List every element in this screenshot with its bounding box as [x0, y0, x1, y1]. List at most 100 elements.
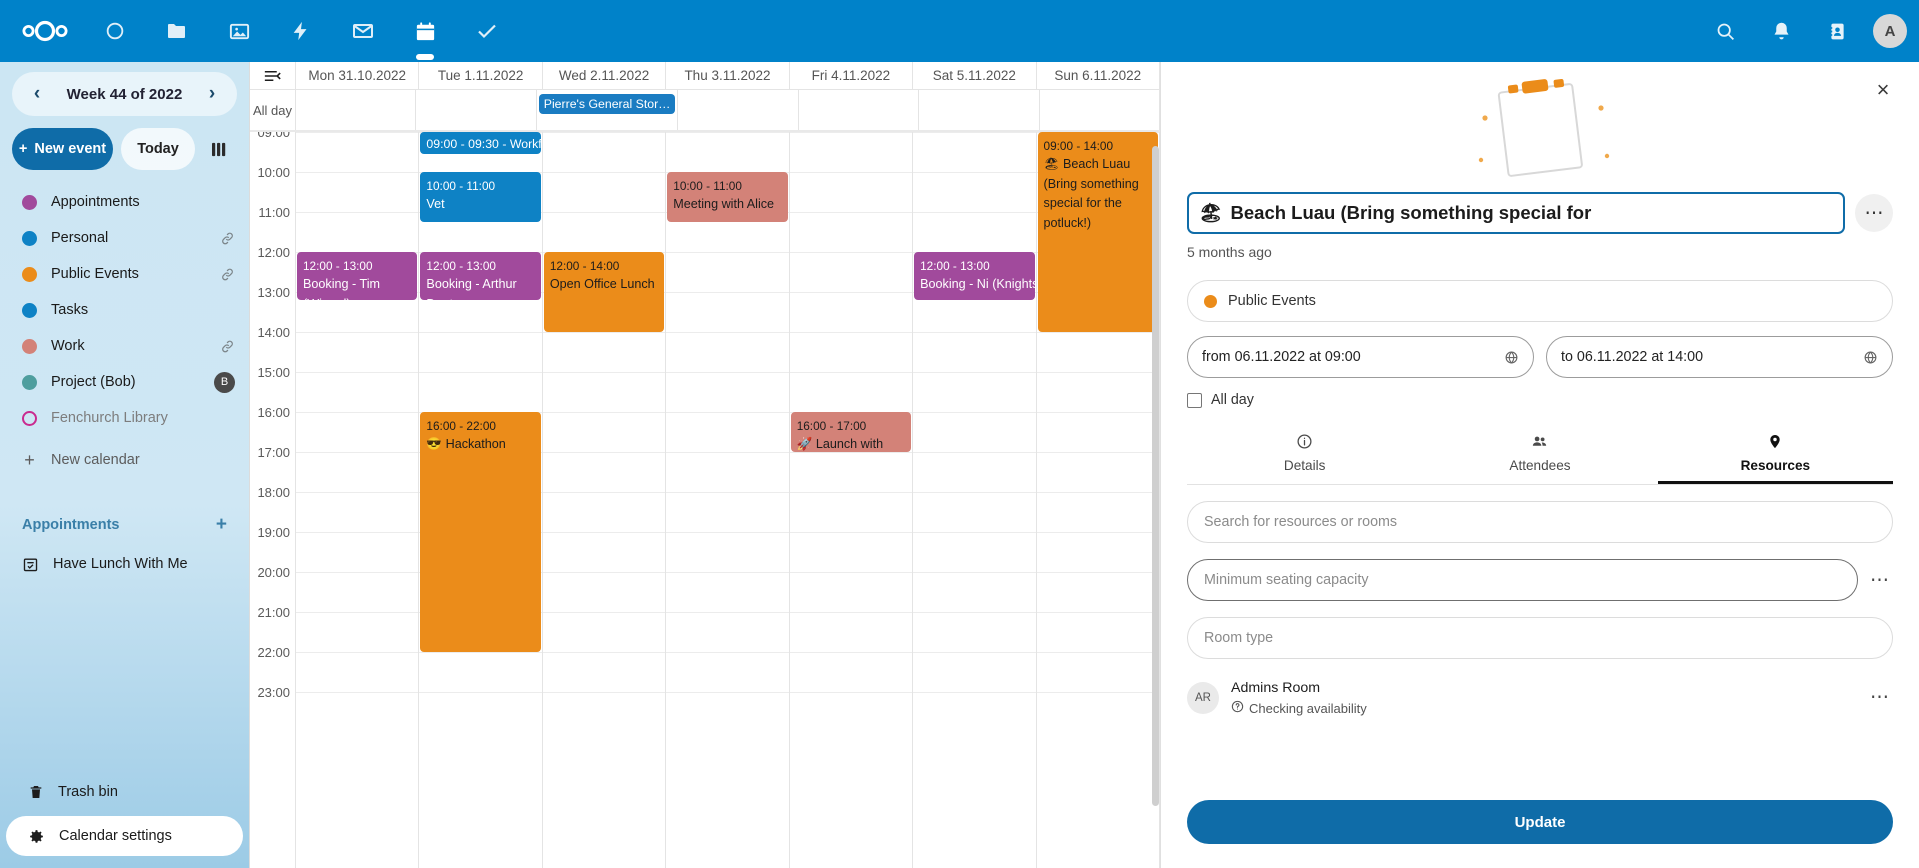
share-link-icon[interactable]: [220, 231, 235, 246]
all-day-cell-tue[interactable]: [416, 90, 537, 130]
share-link-icon[interactable]: [220, 339, 235, 354]
all-day-cell-sat[interactable]: [919, 90, 1040, 130]
day-header-sat[interactable]: Sat 5.11.2022: [913, 62, 1037, 89]
calendar-color-dot[interactable]: [22, 194, 37, 210]
calendar-item-appointments[interactable]: Appointments: [0, 184, 249, 220]
files-icon[interactable]: [146, 6, 208, 56]
event-workflow[interactable]: 09:00 - 09:30 - Workflow: [420, 132, 541, 154]
trash-bin-button[interactable]: Trash bin: [6, 772, 243, 812]
event-meeting-with-alice[interactable]: 10:00 - 11:00 Meeting with Alice: [667, 172, 788, 222]
minimum-seating-capacity-input[interactable]: Minimum seating capacity: [1187, 559, 1858, 601]
calendar-color-dot[interactable]: [22, 410, 37, 426]
calendar-check-icon: [22, 556, 39, 573]
grid-scrollbar[interactable]: [1151, 132, 1160, 868]
room-type-input[interactable]: Room type: [1187, 617, 1893, 659]
day-column-thu[interactable]: 10:00 - 11:00 Meeting with Alice: [666, 132, 790, 868]
calendar-color-dot[interactable]: [22, 302, 37, 318]
new-calendar-button[interactable]: + New calendar: [0, 440, 249, 480]
calendar-color-dot[interactable]: [22, 374, 37, 390]
view-switcher-icon[interactable]: [203, 128, 237, 170]
new-event-button[interactable]: + New event: [12, 128, 113, 170]
collapse-sidebar-icon[interactable]: [250, 62, 296, 89]
next-week-button[interactable]: ›: [208, 83, 216, 104]
day-column-wed[interactable]: 12:00 - 14:00 Open Office Lunch: [542, 132, 667, 868]
calendar-item-work[interactable]: Work: [0, 328, 249, 364]
mail-icon[interactable]: [332, 6, 394, 56]
contacts-icon[interactable]: [1811, 6, 1863, 56]
date-to-input[interactable]: to 06.11.2022 at 14:00: [1546, 336, 1893, 378]
day-header-thu[interactable]: Thu 3.11.2022: [666, 62, 790, 89]
day-header-sun[interactable]: Sun 6.11.2022: [1037, 62, 1160, 89]
day-column-tue[interactable]: 09:00 - 09:30 - Workflow 10:00 - 11:00 V…: [419, 132, 543, 868]
more-actions-button[interactable]: ⋯: [1855, 194, 1893, 232]
dashboard-icon[interactable]: [84, 6, 146, 56]
update-button[interactable]: Update: [1187, 800, 1893, 844]
timezone-globe-icon[interactable]: [1504, 350, 1519, 365]
event-vet[interactable]: 10:00 - 11:00 Vet: [420, 172, 541, 222]
event-beach-luau[interactable]: 09:00 - 14:00 🏖 Beach Luau (Bring someth…: [1037, 132, 1158, 332]
day-column-sun[interactable]: 09:00 - 14:00 🏖 Beach Luau (Bring someth…: [1036, 132, 1160, 868]
day-header-tue[interactable]: Tue 1.11.2022: [419, 62, 543, 89]
calendar-picker[interactable]: Public Events: [1187, 280, 1893, 322]
grid-scrollbar-thumb[interactable]: [1152, 146, 1159, 806]
all-day-cell-sun[interactable]: [1040, 90, 1160, 130]
calendar-item-fenchurch-library[interactable]: Fenchurch Library: [0, 400, 249, 436]
day-column-mon[interactable]: 12:00 - 13:00 Booking - Tim (Wizard): [296, 132, 420, 868]
day-header-fri[interactable]: Fri 4.11.2022: [790, 62, 914, 89]
day-column-sat[interactable]: 12:00 - 13:00 Booking - Ni (Knights: [913, 132, 1037, 868]
calendar-color-dot[interactable]: [22, 266, 37, 282]
event-title: Open Office Lunch: [549, 277, 655, 292]
calendar-item-personal[interactable]: Personal: [0, 220, 249, 256]
all-day-cell-thu[interactable]: [678, 90, 799, 130]
notifications-icon[interactable]: [1755, 6, 1807, 56]
new-calendar-label: New calendar: [51, 452, 140, 468]
photos-icon[interactable]: [208, 6, 270, 56]
nextcloud-logo[interactable]: [14, 11, 76, 51]
time-label: 18:00: [257, 485, 290, 500]
resource-actions-button[interactable]: ⋯: [1870, 687, 1889, 708]
tab-attendees[interactable]: Attendees: [1422, 424, 1657, 484]
tab-resources[interactable]: Resources: [1658, 424, 1893, 484]
event-booking-ni-knights[interactable]: 12:00 - 13:00 Booking - Ni (Knights: [914, 252, 1035, 300]
all-day-cell-fri[interactable]: [799, 90, 920, 130]
all-day-checkbox[interactable]: [1187, 392, 1202, 408]
day-header-wed[interactable]: Wed 2.11.2022: [543, 62, 667, 89]
calendar-color-dot[interactable]: [22, 230, 37, 246]
event-booking-arthur-dent[interactable]: 12:00 - 13:00 Booking - Arthur Dent: [420, 252, 541, 300]
calendar-icon[interactable]: [394, 6, 456, 56]
resource-search-input[interactable]: Search for resources or rooms: [1187, 501, 1893, 543]
last-modified-label: 5 months ago: [1187, 244, 1272, 260]
calendar-item-project-bob[interactable]: Project (Bob) B: [0, 364, 249, 400]
prev-week-button[interactable]: ‹: [33, 83, 41, 104]
event-title-input[interactable]: 🏖 Beach Luau (Bring something special fo…: [1187, 192, 1845, 234]
timezone-globe-icon[interactable]: [1863, 350, 1878, 365]
tasks-icon[interactable]: [456, 6, 518, 56]
date-from-input[interactable]: from 06.11.2022 at 09:00: [1187, 336, 1534, 378]
event-open-office-lunch[interactable]: 12:00 - 14:00 Open Office Lunch: [543, 252, 665, 332]
shared-by-badge[interactable]: B: [214, 371, 235, 393]
all-day-cell-wed[interactable]: Pierre's General Stor…: [537, 90, 679, 130]
add-appointment-button[interactable]: +: [215, 514, 227, 535]
share-link-icon[interactable]: [220, 267, 235, 282]
event-launch-with-elon[interactable]: 16:00 - 17:00 🚀 Launch with Elon: [790, 412, 912, 452]
calendar-color-dot[interactable]: [22, 338, 37, 354]
appointment-item-have-lunch-with-me[interactable]: Have Lunch With Me: [0, 544, 249, 584]
search-icon[interactable]: [1699, 6, 1751, 56]
all-day-event[interactable]: Pierre's General Stor…: [538, 94, 676, 114]
activity-icon[interactable]: [270, 6, 332, 56]
seating-options-button[interactable]: ⋯: [1870, 569, 1889, 591]
calendar-item-public-events[interactable]: Public Events: [0, 256, 249, 292]
all-day-cell-mon[interactable]: [296, 90, 417, 130]
calendar-settings-button[interactable]: Calendar settings: [6, 816, 243, 856]
avatar[interactable]: A: [1873, 14, 1907, 48]
resource-list-item-admins-room[interactable]: AR Admins Room Checking availability ⋯: [1187, 679, 1893, 716]
calendar-item-tasks[interactable]: Tasks: [0, 292, 249, 328]
close-icon[interactable]: ×: [1876, 77, 1890, 102]
today-button[interactable]: Today: [121, 128, 195, 170]
day-column-fri[interactable]: 16:00 - 17:00 🚀 Launch with Elon: [789, 132, 914, 868]
tab-details[interactable]: Details: [1187, 424, 1422, 484]
event-booking-tim-wizard[interactable]: 12:00 - 13:00 Booking - Tim (Wizard): [297, 252, 418, 300]
day-header-mon[interactable]: Mon 31.10.2022: [296, 62, 420, 89]
time-label: 09:00: [257, 132, 290, 140]
event-hackathon[interactable]: 16:00 - 22:00 😎 Hackathon: [420, 412, 541, 652]
